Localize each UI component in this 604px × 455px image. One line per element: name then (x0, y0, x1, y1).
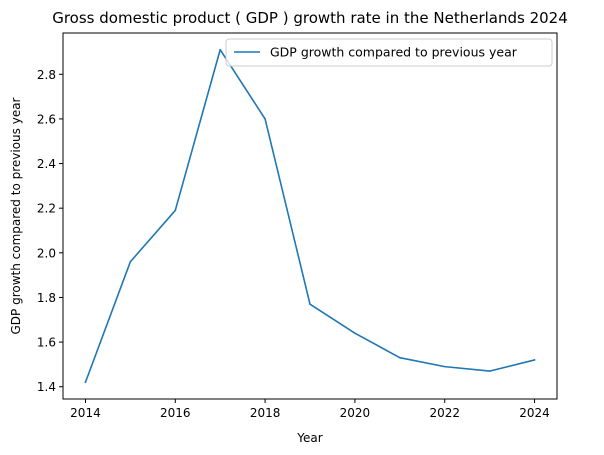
x-tick-label: 2020 (340, 406, 371, 420)
y-tick-label: 2.0 (37, 246, 56, 260)
data-point (488, 370, 491, 372)
data-point (84, 381, 87, 384)
data-point (399, 356, 401, 359)
x-tick-label: 2024 (519, 406, 550, 420)
chart-title: Gross domestic product ( GDP ) growth ra… (52, 9, 568, 27)
y-tick-label: 1.4 (37, 380, 56, 394)
data-point (354, 332, 356, 334)
y-axis-label: GDP growth compared to previous year (9, 97, 23, 334)
x-tick-label: 2018 (250, 406, 281, 420)
legend-box (225, 38, 553, 67)
data-point (309, 303, 311, 305)
data-point (264, 118, 266, 120)
x-axis-ticks: 2014 2016 2018 2020 2022 2024 (70, 399, 550, 420)
plot-frame (62, 32, 558, 400)
data-point (129, 260, 132, 263)
series-points (84, 48, 536, 384)
x-tick-label: 2014 (70, 406, 101, 420)
y-axis-ticks: 1.4 1.6 1.8 2.0 2.2 2.4 2.6 2.8 (37, 68, 63, 394)
x-tick-label: 2022 (429, 406, 460, 420)
data-point (443, 365, 446, 368)
y-tick-label: 2.6 (37, 112, 56, 126)
legend-label: GDP growth compared to previous year (270, 45, 518, 60)
legend: GDP growth compared to previous year (225, 38, 553, 67)
y-tick-label: 1.8 (37, 291, 56, 305)
y-tick-label: 2.8 (37, 68, 56, 82)
y-tick-label: 2.4 (37, 157, 56, 171)
data-point (533, 359, 536, 361)
y-tick-label: 1.6 (37, 336, 56, 350)
data-point (219, 48, 221, 51)
data-point (174, 209, 177, 212)
x-axis-label: Year (296, 431, 322, 445)
y-tick-label: 2.2 (37, 202, 56, 216)
x-tick-label: 2016 (160, 406, 191, 420)
